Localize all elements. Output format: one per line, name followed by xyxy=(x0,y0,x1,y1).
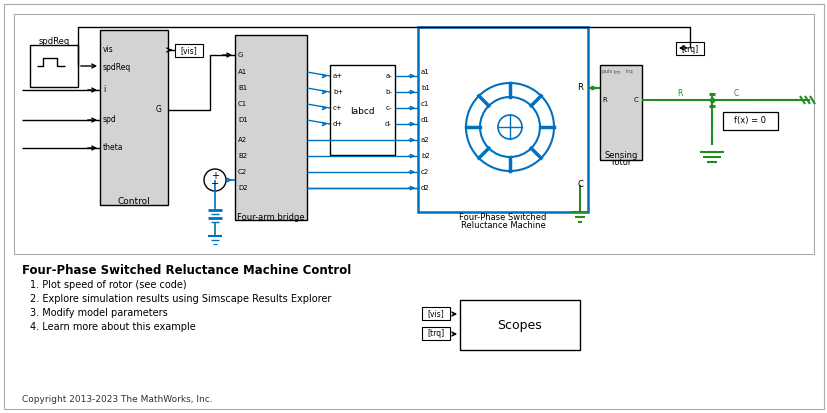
Text: D2: D2 xyxy=(237,185,247,191)
Text: Sensing: Sensing xyxy=(604,150,637,159)
Text: Scopes: Scopes xyxy=(497,320,542,332)
Text: d+: d+ xyxy=(332,121,343,127)
Text: labcd: labcd xyxy=(349,107,374,116)
Text: [trq]: [trq] xyxy=(427,330,444,339)
Text: D1: D1 xyxy=(237,117,247,123)
Bar xyxy=(30,45,78,87)
Bar xyxy=(100,30,168,205)
Text: i: i xyxy=(103,85,105,95)
Text: C2: C2 xyxy=(237,169,246,175)
Text: Four-Phase Switched Reluctance Machine Control: Four-Phase Switched Reluctance Machine C… xyxy=(22,264,351,277)
Text: R: R xyxy=(601,97,606,103)
Text: a+: a+ xyxy=(332,73,342,79)
Text: b-: b- xyxy=(385,89,391,95)
Text: B2: B2 xyxy=(237,153,246,159)
Text: spd: spd xyxy=(103,116,117,124)
Text: C: C xyxy=(733,90,738,98)
Circle shape xyxy=(497,115,521,139)
Circle shape xyxy=(466,83,553,171)
Bar xyxy=(330,65,394,155)
Text: Reluctance Machine: Reluctance Machine xyxy=(460,221,545,230)
Text: a1: a1 xyxy=(420,69,429,75)
Text: d-: d- xyxy=(385,121,391,127)
Text: A2: A2 xyxy=(237,137,246,143)
Text: 4. Learn more about this example: 4. Learn more about this example xyxy=(30,322,195,332)
Text: +: + xyxy=(211,171,218,181)
Text: Four-Phase Switched: Four-Phase Switched xyxy=(459,214,546,223)
Text: vis: vis xyxy=(103,45,113,55)
Text: G: G xyxy=(156,105,162,114)
Text: c2: c2 xyxy=(420,169,428,175)
Text: puls: puls xyxy=(600,69,612,74)
Text: d1: d1 xyxy=(420,117,429,123)
Text: B1: B1 xyxy=(237,85,247,91)
Text: A1: A1 xyxy=(237,69,247,75)
Circle shape xyxy=(203,169,226,191)
Bar xyxy=(14,14,813,254)
Text: spdReq: spdReq xyxy=(103,64,131,73)
Text: f(x) = 0: f(x) = 0 xyxy=(733,116,765,126)
Bar xyxy=(460,300,579,350)
Text: 3. Modify model parameters: 3. Modify model parameters xyxy=(30,308,168,318)
Circle shape xyxy=(480,97,539,157)
Text: trq: trq xyxy=(625,69,633,74)
Text: spdReq: spdReq xyxy=(38,38,69,47)
Bar xyxy=(418,27,587,212)
Text: tm: tm xyxy=(614,69,621,74)
Bar xyxy=(235,35,307,220)
Text: R: R xyxy=(676,90,682,98)
Text: a2: a2 xyxy=(420,137,429,143)
Text: −: − xyxy=(211,179,219,189)
Text: [vis]: [vis] xyxy=(427,309,444,318)
Text: Copyright 2013-2023 The MathWorks, Inc.: Copyright 2013-2023 The MathWorks, Inc. xyxy=(22,395,213,404)
Text: c-: c- xyxy=(385,105,391,111)
Bar xyxy=(722,112,777,130)
Bar xyxy=(675,42,703,55)
Bar xyxy=(422,307,449,320)
Text: C: C xyxy=(576,180,582,190)
Bar xyxy=(174,44,203,57)
Text: b2: b2 xyxy=(420,153,429,159)
Text: theta: theta xyxy=(103,143,123,152)
Text: [trq]: [trq] xyxy=(681,45,698,54)
Bar xyxy=(422,327,449,340)
Text: G: G xyxy=(237,52,243,58)
Text: [vis]: [vis] xyxy=(180,47,197,55)
Text: C: C xyxy=(633,97,638,103)
Text: a-: a- xyxy=(385,73,391,79)
Bar xyxy=(600,65,641,160)
Text: 2. Explore simulation results using Simscape Results Explorer: 2. Explore simulation results using Sims… xyxy=(30,294,331,304)
Text: C1: C1 xyxy=(237,101,247,107)
Text: 1. Plot speed of rotor (see code): 1. Plot speed of rotor (see code) xyxy=(30,280,186,290)
Text: R: R xyxy=(576,83,582,93)
Text: c1: c1 xyxy=(420,101,429,107)
Text: Four-arm bridge: Four-arm bridge xyxy=(237,214,304,223)
Text: b+: b+ xyxy=(332,89,343,95)
Text: d2: d2 xyxy=(420,185,429,191)
Text: rotor: rotor xyxy=(610,159,630,168)
Text: b1: b1 xyxy=(420,85,429,91)
Text: c+: c+ xyxy=(332,105,342,111)
Text: Control: Control xyxy=(117,197,151,206)
